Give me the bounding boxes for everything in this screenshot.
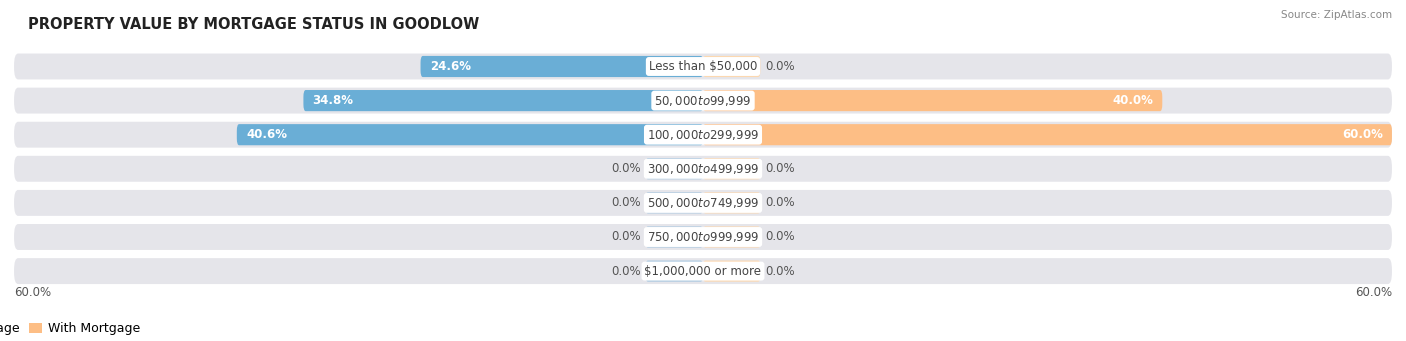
- FancyBboxPatch shape: [703, 192, 761, 213]
- Text: 40.6%: 40.6%: [246, 128, 287, 141]
- Text: 60.0%: 60.0%: [1355, 286, 1392, 299]
- Text: 24.6%: 24.6%: [430, 60, 471, 73]
- FancyBboxPatch shape: [14, 88, 1392, 114]
- Text: $50,000 to $99,999: $50,000 to $99,999: [654, 93, 752, 108]
- FancyBboxPatch shape: [703, 261, 761, 282]
- Text: 0.0%: 0.0%: [765, 231, 794, 243]
- FancyBboxPatch shape: [236, 124, 703, 145]
- Text: 34.8%: 34.8%: [312, 94, 353, 107]
- FancyBboxPatch shape: [703, 124, 1392, 145]
- Text: 0.0%: 0.0%: [765, 265, 794, 278]
- FancyBboxPatch shape: [703, 226, 761, 248]
- FancyBboxPatch shape: [703, 158, 761, 179]
- Text: Less than $50,000: Less than $50,000: [648, 60, 758, 73]
- FancyBboxPatch shape: [703, 56, 761, 77]
- Text: 40.0%: 40.0%: [1112, 94, 1153, 107]
- Text: 0.0%: 0.0%: [765, 162, 794, 175]
- Text: $100,000 to $299,999: $100,000 to $299,999: [647, 128, 759, 142]
- FancyBboxPatch shape: [14, 224, 1392, 250]
- Text: 60.0%: 60.0%: [14, 286, 51, 299]
- Text: $500,000 to $749,999: $500,000 to $749,999: [647, 196, 759, 210]
- Text: 0.0%: 0.0%: [612, 265, 641, 278]
- FancyBboxPatch shape: [14, 54, 1392, 79]
- FancyBboxPatch shape: [14, 258, 1392, 284]
- Text: $750,000 to $999,999: $750,000 to $999,999: [647, 230, 759, 244]
- FancyBboxPatch shape: [304, 90, 703, 111]
- Text: 0.0%: 0.0%: [765, 60, 794, 73]
- FancyBboxPatch shape: [420, 56, 703, 77]
- FancyBboxPatch shape: [14, 156, 1392, 182]
- Text: PROPERTY VALUE BY MORTGAGE STATUS IN GOODLOW: PROPERTY VALUE BY MORTGAGE STATUS IN GOO…: [28, 17, 479, 32]
- Text: 60.0%: 60.0%: [1341, 128, 1382, 141]
- Text: $300,000 to $499,999: $300,000 to $499,999: [647, 162, 759, 176]
- FancyBboxPatch shape: [645, 158, 703, 179]
- FancyBboxPatch shape: [14, 122, 1392, 148]
- FancyBboxPatch shape: [645, 192, 703, 213]
- Text: 0.0%: 0.0%: [612, 162, 641, 175]
- Text: 0.0%: 0.0%: [612, 196, 641, 209]
- FancyBboxPatch shape: [14, 190, 1392, 216]
- Legend: Without Mortgage, With Mortgage: Without Mortgage, With Mortgage: [0, 317, 145, 340]
- FancyBboxPatch shape: [645, 261, 703, 282]
- FancyBboxPatch shape: [703, 90, 1163, 111]
- Text: $1,000,000 or more: $1,000,000 or more: [644, 265, 762, 278]
- Text: 0.0%: 0.0%: [765, 196, 794, 209]
- Text: Source: ZipAtlas.com: Source: ZipAtlas.com: [1281, 10, 1392, 20]
- Text: 0.0%: 0.0%: [612, 231, 641, 243]
- FancyBboxPatch shape: [645, 226, 703, 248]
